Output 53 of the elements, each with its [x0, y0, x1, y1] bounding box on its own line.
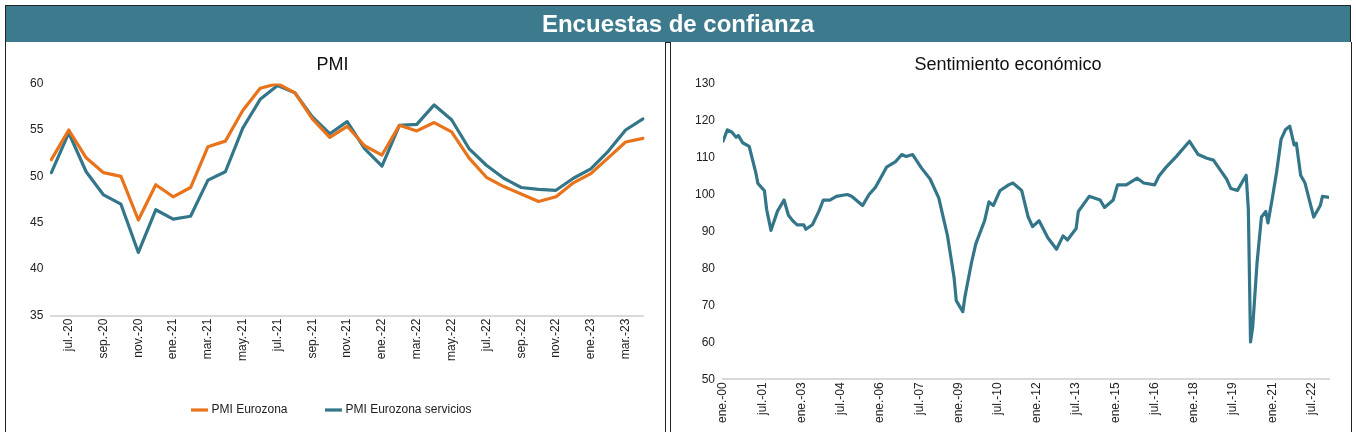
x-tick-label: ene.-21: [1264, 381, 1279, 423]
x-tick-label: jul.-01: [754, 381, 769, 416]
x-tick-label: ene.-15: [1107, 381, 1122, 423]
x-tick-label: nov.-21: [339, 318, 354, 358]
y-tick-label: 90: [701, 223, 716, 238]
x-tick-label: jul.-07: [911, 381, 926, 416]
y-tick-label: 45: [29, 215, 44, 230]
y-tick-label: 60: [29, 75, 44, 90]
x-tick-label: sep.-20: [95, 318, 110, 359]
x-tick-label: ene.-09: [950, 381, 965, 423]
x-tick-label: ene.-03: [793, 381, 808, 423]
x-tick-label: may.-21: [235, 318, 250, 362]
x-tick-label: sep.-22: [513, 318, 528, 359]
x-tick-label: ene.-23: [583, 318, 598, 360]
x-tick-label: jul.-13: [1068, 381, 1083, 416]
x-tick-label: nov.-22: [548, 318, 563, 358]
y-tick-label: 40: [29, 261, 44, 276]
x-tick-label: ene.-22: [374, 318, 389, 360]
y-tick-label: 70: [701, 297, 716, 312]
chart-title: PMI: [316, 53, 349, 74]
y-tick-label: 110: [695, 149, 716, 164]
x-tick-label: sep.-21: [304, 318, 319, 359]
x-tick-label: may.-22: [443, 318, 458, 362]
x-tick-label: ene.-06: [872, 381, 887, 423]
x-tick-label: jul.-22: [1303, 381, 1318, 416]
legend-label: PMI Eurozona servicios: [345, 402, 472, 417]
x-tick-label: ene.-00: [715, 381, 730, 423]
x-tick-label: mar.-23: [617, 318, 632, 360]
x-tick-label: jul.-04: [833, 381, 848, 416]
text: Encuestas de confianza: [5, 5, 1351, 43]
x-tick-label: jul.-19: [1225, 381, 1240, 416]
y-tick-label: 55: [29, 122, 44, 137]
x-tick-label: jul.-22: [478, 318, 493, 353]
y-tick-label: 50: [701, 371, 716, 386]
x-tick-label: ene.-18: [1186, 381, 1201, 423]
y-tick-label: 100: [694, 186, 716, 201]
legend-label: PMI Eurozona: [211, 402, 288, 417]
x-tick-label: ene.-21: [165, 318, 180, 360]
x-tick-label: jul.-10: [989, 381, 1004, 416]
x-tick-label: jul.-20: [61, 318, 76, 353]
x-tick-label: nov.-20: [130, 318, 145, 358]
x-tick-label: mar.-21: [200, 318, 215, 360]
x-tick-label: mar.-22: [409, 318, 424, 360]
y-tick-label: 60: [701, 334, 716, 349]
y-tick-label: 50: [29, 168, 44, 183]
y-tick-label: 35: [29, 307, 44, 322]
y-tick-label: 130: [694, 75, 716, 90]
chart-title: Sentimiento económico: [914, 53, 1102, 74]
x-tick-label: jul.-16: [1146, 381, 1161, 416]
y-tick-label: 120: [694, 112, 716, 127]
y-tick-label: 80: [701, 260, 716, 275]
x-tick-label: jul.-21: [269, 318, 284, 353]
x-tick-label: ene.-12: [1029, 381, 1044, 423]
